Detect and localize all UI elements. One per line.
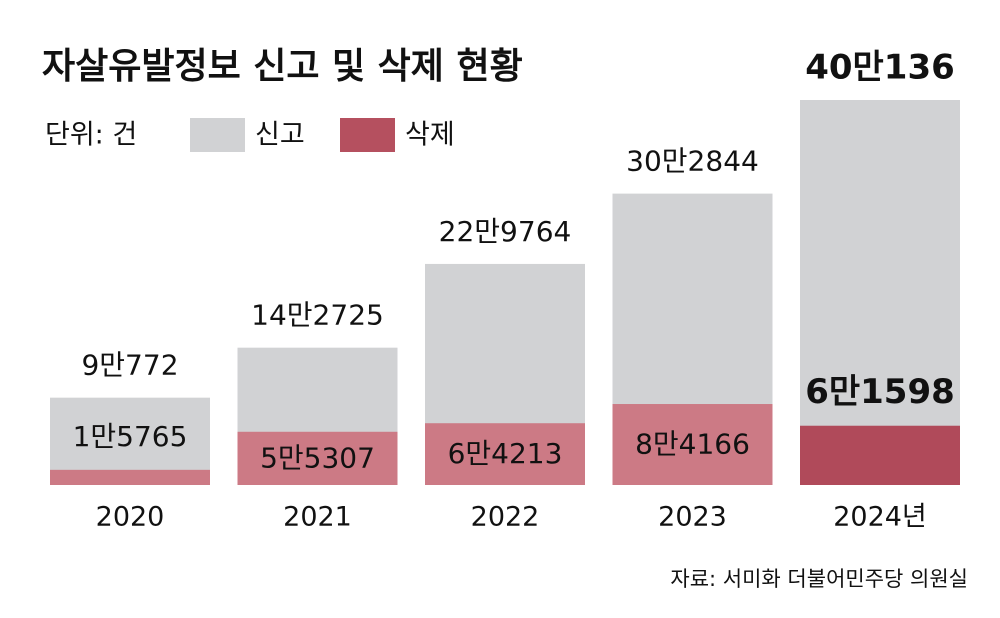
report-bar xyxy=(800,100,960,485)
delete-label: 6만1598 xyxy=(805,372,955,412)
unit-label: 단위: 건 xyxy=(45,120,137,151)
x-tick-label: 2024년 xyxy=(833,502,927,533)
legend-swatch xyxy=(340,118,395,152)
delete-label: 6만4213 xyxy=(448,437,563,470)
legend-label: 신고 xyxy=(255,120,305,151)
legend-label: 삭제 xyxy=(405,120,455,151)
chart-title: 자살유발정보 신고 및 삭제 현황 xyxy=(42,46,523,87)
x-tick-label: 2023 xyxy=(658,502,727,533)
legend-swatch xyxy=(190,118,245,152)
delete-bar xyxy=(612,404,773,485)
report-label: 40만136 xyxy=(805,48,955,88)
delete-bar xyxy=(425,423,585,485)
delete-label: 5만5307 xyxy=(260,441,375,474)
delete-bar xyxy=(237,431,398,485)
x-tick-label: 2020 xyxy=(96,502,165,533)
delete-bar xyxy=(50,469,210,485)
source: 자료: 서미화 더불어민주당 의원실 xyxy=(670,567,968,591)
delete-label: 1만5765 xyxy=(73,420,188,453)
report-label: 30만2844 xyxy=(626,145,759,178)
report-label: 9만772 xyxy=(81,349,178,382)
report-label: 22만9764 xyxy=(439,215,572,248)
report-label: 14만2725 xyxy=(251,299,384,332)
x-tick-label: 2021 xyxy=(283,502,352,533)
delete-bar xyxy=(800,425,960,485)
delete-label: 8만4166 xyxy=(635,428,750,461)
x-tick-label: 2022 xyxy=(471,502,540,533)
